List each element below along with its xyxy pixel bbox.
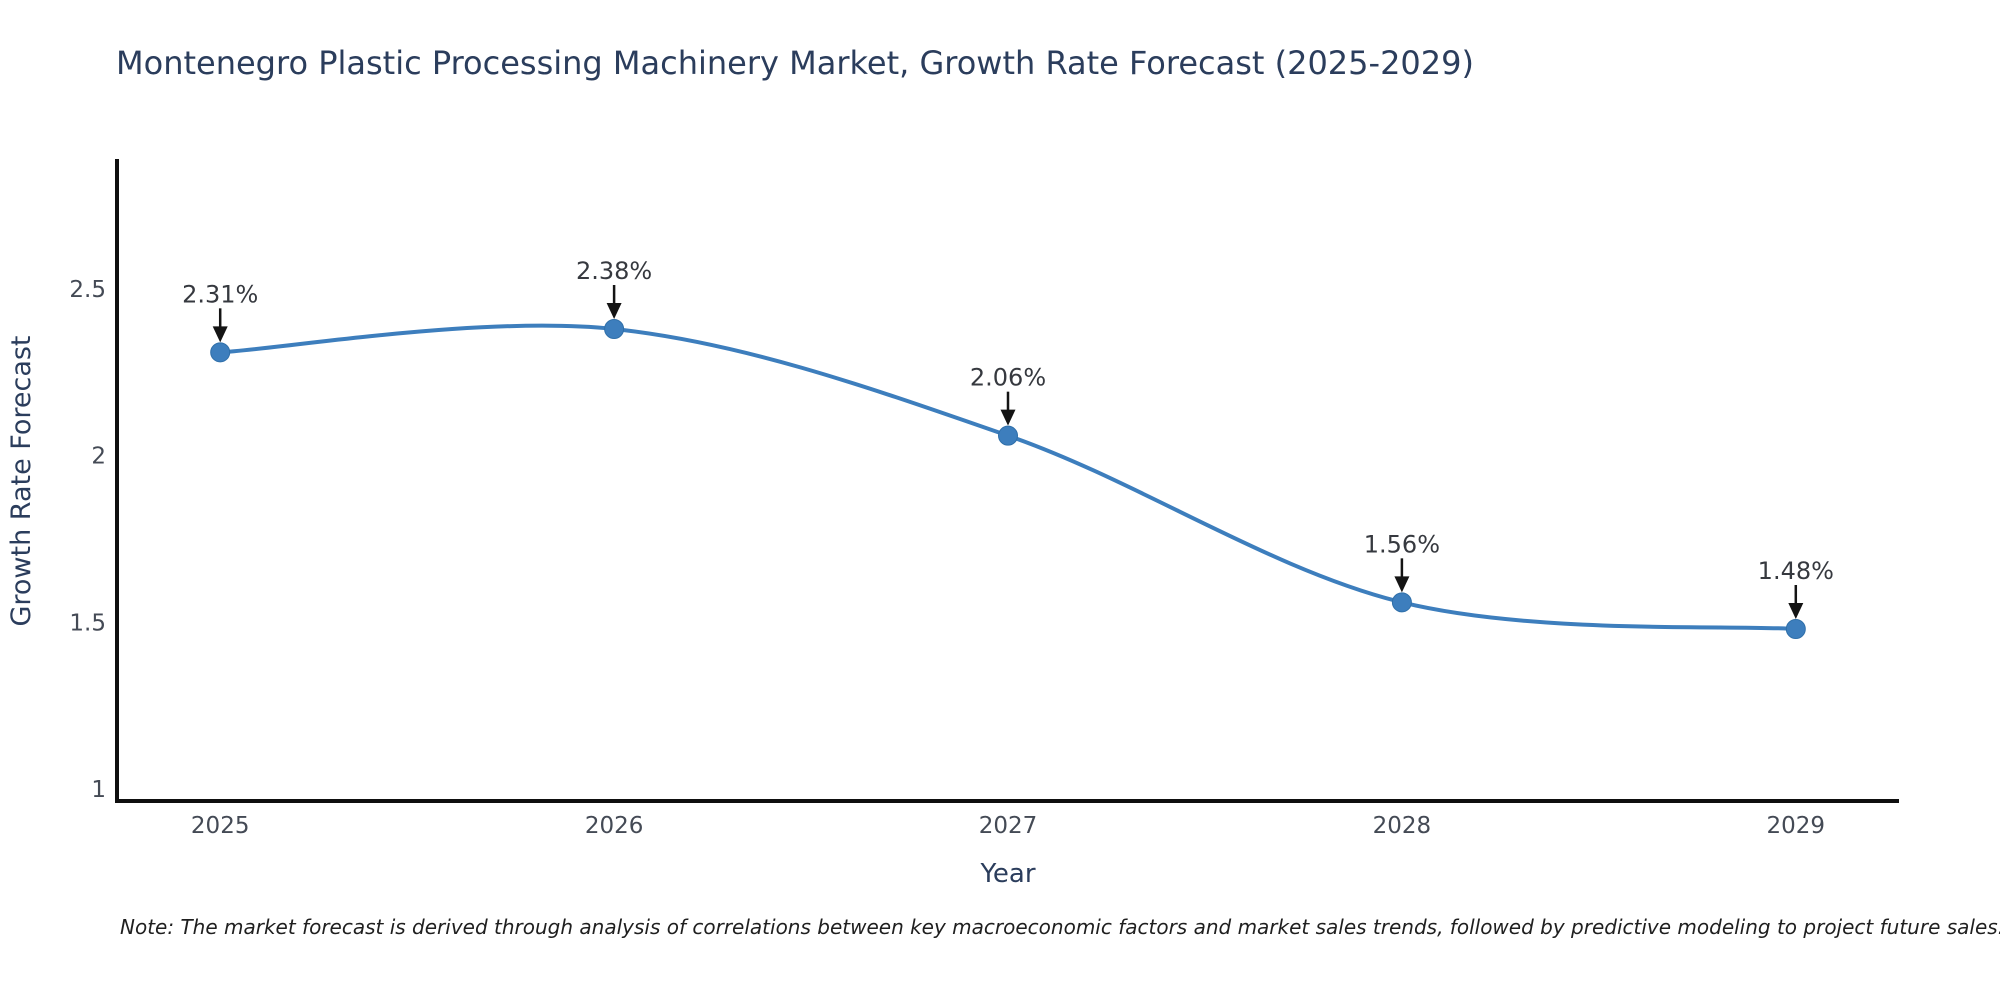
annotation-arrowhead-icon (1788, 603, 1804, 619)
x-tick-label: 2028 (1373, 813, 1432, 839)
annotation-arrowhead-icon (212, 326, 228, 343)
data-point-2027[interactable] (998, 425, 1018, 446)
y-axis-title: Growth Rate Forecast (6, 335, 37, 627)
data-point-2025[interactable] (210, 342, 231, 363)
annotation-arrowhead-icon (1000, 409, 1016, 426)
point-annotation: 1.56% (1364, 530, 1440, 558)
point-annotation: 2.06% (970, 364, 1046, 392)
data-point-2029[interactable] (1785, 619, 1806, 639)
data-point-2028[interactable] (1391, 592, 1412, 613)
y-tick-label: 1.5 (69, 610, 106, 636)
x-axis-title: Year (980, 859, 1036, 889)
x-tick-label: 2026 (585, 813, 644, 839)
footnote: Note: The market forecast is derived thr… (120, 915, 2000, 939)
point-annotation: 1.48% (1758, 557, 1834, 585)
point-annotation: 2.31% (182, 280, 258, 308)
point-annotation: 2.38% (576, 257, 652, 285)
chart-title: Montenegro Plastic Processing Machinery … (116, 44, 1474, 82)
data-point-2026[interactable] (604, 319, 625, 339)
y-tick-label: 2.5 (69, 277, 106, 303)
y-tick-label: 1 (91, 777, 106, 803)
annotation-arrowhead-icon (1394, 576, 1410, 593)
x-tick-label: 2027 (979, 813, 1038, 839)
x-tick-label: 2029 (1767, 813, 1826, 839)
x-tick-label: 2025 (191, 813, 250, 839)
annotation-arrowhead-icon (606, 303, 622, 319)
y-tick-label: 2 (91, 444, 106, 470)
